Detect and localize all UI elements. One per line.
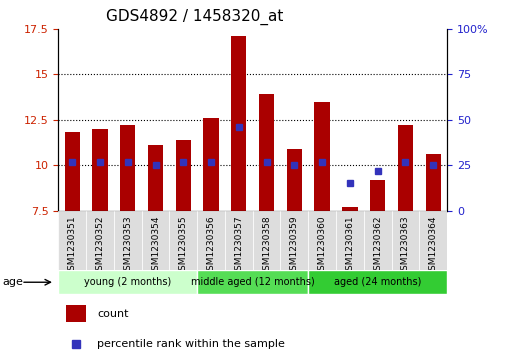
Bar: [92, 129, 108, 211]
Bar: [314, 102, 330, 211]
Bar: [58, 270, 197, 294]
Text: GSM1230353: GSM1230353: [123, 215, 132, 276]
Text: GSM1230359: GSM1230359: [290, 215, 299, 276]
Text: GSM1230357: GSM1230357: [234, 215, 243, 276]
Bar: [58, 211, 86, 270]
Text: GSM1230354: GSM1230354: [151, 215, 160, 276]
Bar: [287, 149, 302, 211]
Text: aged (24 months): aged (24 months): [334, 277, 421, 287]
Bar: [65, 132, 80, 211]
Text: middle aged (12 months): middle aged (12 months): [191, 277, 314, 287]
Bar: [86, 211, 114, 270]
Bar: [114, 211, 142, 270]
Text: GSM1230351: GSM1230351: [68, 215, 77, 276]
Bar: [176, 140, 191, 211]
Bar: [142, 211, 170, 270]
Bar: [280, 211, 308, 270]
Bar: [120, 125, 136, 211]
Bar: [231, 36, 246, 211]
Bar: [392, 211, 419, 270]
Bar: [197, 211, 225, 270]
Bar: [204, 118, 219, 211]
Bar: [148, 145, 163, 211]
Bar: [398, 125, 413, 211]
Bar: [370, 180, 385, 211]
Text: GSM1230352: GSM1230352: [96, 215, 105, 276]
Text: GSM1230361: GSM1230361: [345, 215, 355, 276]
Bar: [66, 305, 86, 322]
Text: GSM1230355: GSM1230355: [179, 215, 188, 276]
Text: age: age: [3, 277, 23, 287]
Text: percentile rank within the sample: percentile rank within the sample: [98, 339, 285, 349]
Bar: [197, 270, 308, 294]
Bar: [419, 211, 447, 270]
Text: GDS4892 / 1458320_at: GDS4892 / 1458320_at: [106, 9, 283, 25]
Text: GSM1230356: GSM1230356: [207, 215, 215, 276]
Text: GSM1230363: GSM1230363: [401, 215, 410, 276]
Bar: [253, 211, 280, 270]
Bar: [308, 211, 336, 270]
Text: GSM1230358: GSM1230358: [262, 215, 271, 276]
Bar: [225, 211, 253, 270]
Bar: [170, 211, 197, 270]
Bar: [259, 94, 274, 211]
Bar: [342, 207, 358, 211]
Text: GSM1230364: GSM1230364: [429, 215, 438, 276]
Bar: [426, 154, 441, 211]
Text: young (2 months): young (2 months): [84, 277, 171, 287]
Bar: [308, 270, 447, 294]
Text: GSM1230360: GSM1230360: [318, 215, 327, 276]
Text: GSM1230362: GSM1230362: [373, 215, 382, 276]
Bar: [336, 211, 364, 270]
Bar: [364, 211, 392, 270]
Text: count: count: [98, 309, 129, 319]
